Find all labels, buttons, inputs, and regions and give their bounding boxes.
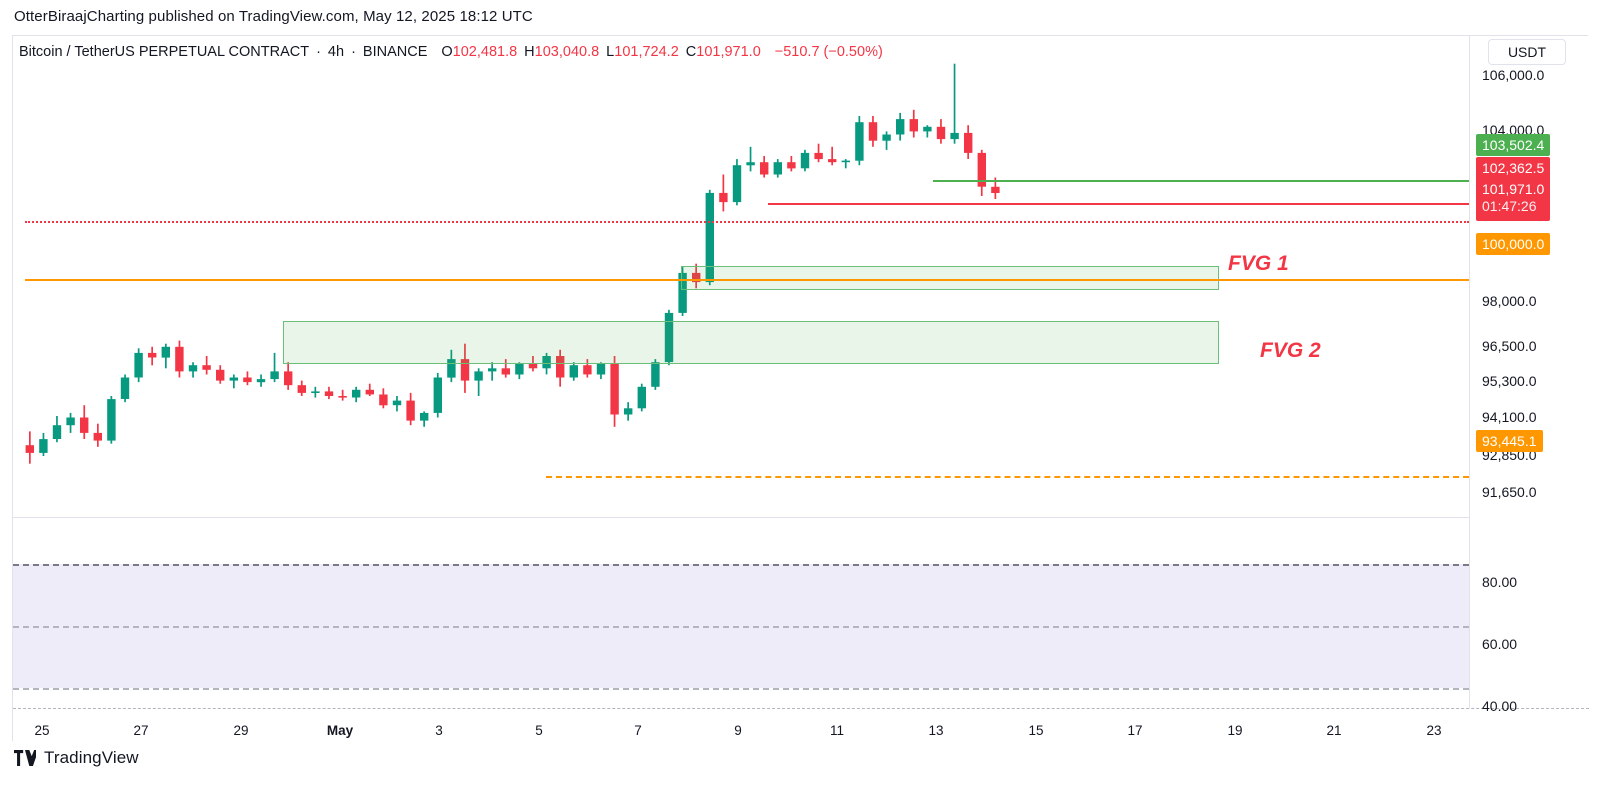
chart-legend[interactable]: Bitcoin / TetherUS PERPETUAL CONTRACT · 4h… xyxy=(19,44,883,60)
time-label-8: 11 xyxy=(829,723,845,738)
tradingview-logo-icon xyxy=(14,750,36,766)
price-tick-96500: 96,500.0 xyxy=(1482,338,1537,354)
rsi-level-30 xyxy=(13,688,1469,690)
fvg-1-box[interactable] xyxy=(681,266,1219,290)
chart-frame: Bitcoin / TetherUS PERPETUAL CONTRACT · 4h… xyxy=(12,35,1589,742)
legend-interval[interactable]: 4h xyxy=(327,44,345,60)
legend-sep-2: · xyxy=(351,44,356,60)
time-label-11: 17 xyxy=(1127,723,1143,738)
time-label-12: 19 xyxy=(1227,723,1243,738)
fvg-2-label: FVG 2 xyxy=(1260,339,1321,362)
time-label-5: 5 xyxy=(535,723,543,738)
price-tick-91650: 91,650.0 xyxy=(1482,484,1537,500)
legend-high-key: H xyxy=(524,44,535,60)
fvg-1-label: FVG 1 xyxy=(1228,252,1289,275)
tradingview-brand: TradingView xyxy=(44,748,139,767)
resistance-price-badge[interactable]: 103,502.4 xyxy=(1476,134,1551,156)
time-axis[interactable]: 25 27 29 May 3 5 7 9 11 13 15 17 19 21 2… xyxy=(13,709,1589,742)
rsi-tick-80: 80.00 xyxy=(1482,574,1518,590)
time-label-3: May xyxy=(326,723,354,738)
price-axis[interactable]: USDT 106,000.0 104,000.0 98,000.0 96,500… xyxy=(1469,36,1589,714)
round-level-line[interactable] xyxy=(25,279,1469,281)
time-label-0: 25 xyxy=(34,723,50,738)
currency-chip[interactable]: USDT xyxy=(1488,39,1566,65)
legend-open-value: 102,481.8 xyxy=(452,44,518,60)
fvg-2-box[interactable] xyxy=(283,321,1219,364)
price-tick-94100: 94,100.0 xyxy=(1482,409,1537,425)
swing-low-badge[interactable]: 93,445.1 xyxy=(1476,430,1543,452)
support-line[interactable] xyxy=(768,203,1469,205)
price-tick-98000: 98,000.0 xyxy=(1482,293,1537,309)
resistance-line[interactable] xyxy=(933,180,1469,182)
time-label-1: 27 xyxy=(133,723,149,738)
legend-change: −510.7 (−0.50%) xyxy=(774,44,883,60)
time-label-14: 23 xyxy=(1426,723,1442,738)
legend-exchange[interactable]: BINANCE xyxy=(362,44,428,60)
last-price-line[interactable] xyxy=(25,221,1469,223)
rsi-tick-60: 60.00 xyxy=(1482,636,1518,652)
legend-open-key: O xyxy=(441,44,453,60)
price-tick-106000: 106,000.0 xyxy=(1482,67,1545,83)
last-price-badge[interactable]: 101,971.0 01:47:26 xyxy=(1476,175,1551,221)
price-tick-95300: 95,300.0 xyxy=(1482,373,1537,389)
round-level-badge[interactable]: 100,000.0 xyxy=(1476,233,1551,255)
support-price-badge[interactable]: 102,362.5 xyxy=(1476,157,1551,179)
bar-countdown: 01:47:26 xyxy=(1482,198,1537,214)
legend-low-key: L xyxy=(606,44,615,60)
rsi-level-50 xyxy=(13,626,1469,628)
legend-close-key: C xyxy=(685,44,697,60)
candlestick-series[interactable] xyxy=(13,36,1469,516)
rsi-pane[interactable]: RSI (14, close)47.1063.13 xyxy=(13,518,1469,694)
legend-high-value: 103,040.8 xyxy=(534,44,600,60)
pane-separator[interactable] xyxy=(13,517,1589,518)
rsi-level-70 xyxy=(13,564,1469,566)
time-label-13: 21 xyxy=(1326,723,1342,738)
legend-sep-1: · xyxy=(316,44,321,60)
tradingview-footer[interactable]: TradingView xyxy=(14,748,139,768)
time-label-9: 13 xyxy=(928,723,944,738)
time-label-2: 29 xyxy=(233,723,249,738)
rsi-tick-40: 40.00 xyxy=(1482,698,1518,714)
time-label-4: 3 xyxy=(435,723,443,738)
price-pane[interactable]: FVG 1 FVG 2 xyxy=(13,36,1469,516)
last-price-value: 101,971.0 xyxy=(1482,180,1545,197)
time-label-10: 15 xyxy=(1028,723,1044,738)
time-label-6: 7 xyxy=(634,723,642,738)
legend-low-value: 101,724.2 xyxy=(614,44,679,60)
published-byline: OtterBiraajCharting published on Trading… xyxy=(14,8,533,25)
time-axis-separator xyxy=(13,708,1589,709)
swing-low-line[interactable] xyxy=(546,476,1469,478)
time-label-7: 9 xyxy=(734,723,742,738)
legend-close-value: 101,971.0 xyxy=(696,44,761,60)
legend-symbol[interactable]: Bitcoin / TetherUS PERPETUAL CONTRACT xyxy=(19,44,310,60)
